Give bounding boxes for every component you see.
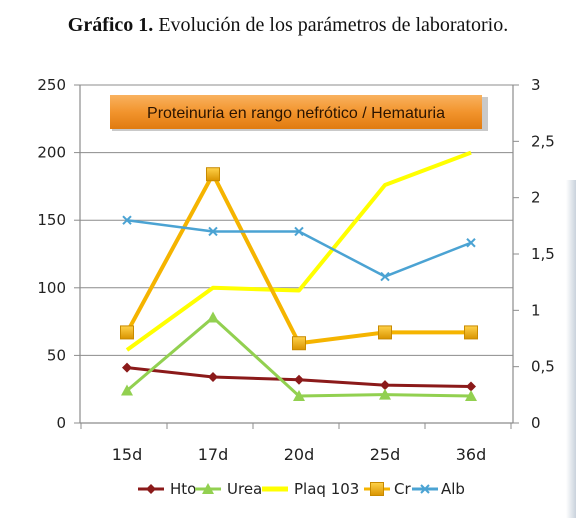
data-point-cr (464, 325, 478, 340)
data-point-urea (379, 388, 391, 400)
x-tick-label: 20d (284, 445, 315, 464)
data-point-alb-stroke (208, 226, 218, 237)
data-point-urea (293, 389, 305, 401)
y-right-tick-label: 0 (531, 414, 541, 432)
data-point-alb (380, 271, 390, 282)
y-right-tick-label: 2 (531, 189, 541, 207)
data-point-alb-stroke (380, 271, 390, 282)
legend-marker (420, 484, 430, 494)
y-left-tick-label: 200 (37, 144, 66, 162)
legend-marker (146, 484, 156, 494)
series-line-cr (125, 172, 471, 346)
legend-marker (202, 483, 214, 494)
y-left-tick-label: 50 (47, 346, 66, 364)
page-edge-shadow (566, 180, 576, 518)
legend-label: Urea (227, 480, 262, 498)
legend-item-plaq-103: Plaq 103 (262, 480, 359, 498)
data-point-cr (206, 167, 220, 182)
x-tick-label: 17d (198, 445, 229, 464)
legend-item-cr: Cr (364, 480, 411, 498)
y-right-tick-label: 1 (531, 301, 541, 319)
banner-text: Proteinuria en rango nefrótico / Hematur… (147, 105, 445, 122)
data-point-alb (294, 226, 304, 237)
x-tick-label: 25d (370, 445, 401, 464)
annotation-banner: Proteinuria en rango nefrótico / Hematur… (110, 95, 488, 131)
caption-text: Evolución de los parámetros de laborator… (153, 14, 509, 36)
legend-label: Plaq 103 (294, 480, 359, 498)
data-point-alb (208, 226, 218, 237)
data-point-urea (121, 384, 133, 396)
data-point-alb (466, 238, 476, 248)
data-point-alb (122, 215, 132, 225)
legend-item-urea: Urea (195, 480, 262, 498)
data-point-hto (122, 362, 132, 373)
data-point-alb-stroke (466, 238, 476, 248)
data-point-alb-stroke (122, 215, 132, 225)
banner-box (110, 95, 482, 129)
series-line-alb (126, 218, 472, 278)
y-left-tick-label: 100 (37, 279, 66, 297)
data-point-hto (208, 372, 218, 383)
figure-caption: Gráfico 1. Evolución de los parámetros d… (0, 14, 576, 37)
legend-label: Cr (394, 480, 411, 498)
series-group (125, 150, 472, 398)
series-line-plaq-103 (125, 150, 472, 352)
legend-item-alb: Alb (412, 480, 465, 498)
y-left-tick-label: 250 (37, 76, 66, 94)
data-point-hto (294, 374, 304, 385)
x-tick-label: 36d (456, 445, 487, 464)
caption-label: Gráfico 1. (67, 14, 154, 36)
y-right-tick-label: 0,5 (531, 358, 555, 376)
y-right-tick-label: 3 (531, 76, 541, 94)
x-tick-label: 15d (112, 445, 143, 464)
legend-label: Alb (441, 480, 465, 498)
data-point-hto (380, 380, 390, 391)
data-point-urea (465, 389, 477, 401)
legend-item-hto: Hto (138, 480, 196, 498)
data-point-urea (207, 311, 219, 323)
data-point-alb-stroke (294, 226, 304, 237)
legend-marker (370, 482, 384, 496)
legend-marker-stroke (420, 484, 430, 494)
y-right-tick-label: 1,5 (531, 245, 555, 263)
data-point-cr (292, 336, 306, 351)
legend-label: Hto (170, 480, 196, 498)
markers-group (120, 167, 478, 401)
data-point-hto (466, 381, 476, 392)
y-left-tick-label: 0 (56, 414, 66, 432)
legend: Hto Urea Plaq 103 Cr Alb (138, 480, 465, 498)
data-point-cr (120, 325, 134, 340)
y-left-tick-label: 150 (37, 211, 66, 229)
axes: 0 50 100 150 200 250 0 0,5 1 1,5 2 2,5 3 15d 17d 20d 25d… (37, 76, 555, 464)
y-right-tick-label: 2,5 (531, 132, 555, 150)
data-point-cr (378, 325, 392, 340)
